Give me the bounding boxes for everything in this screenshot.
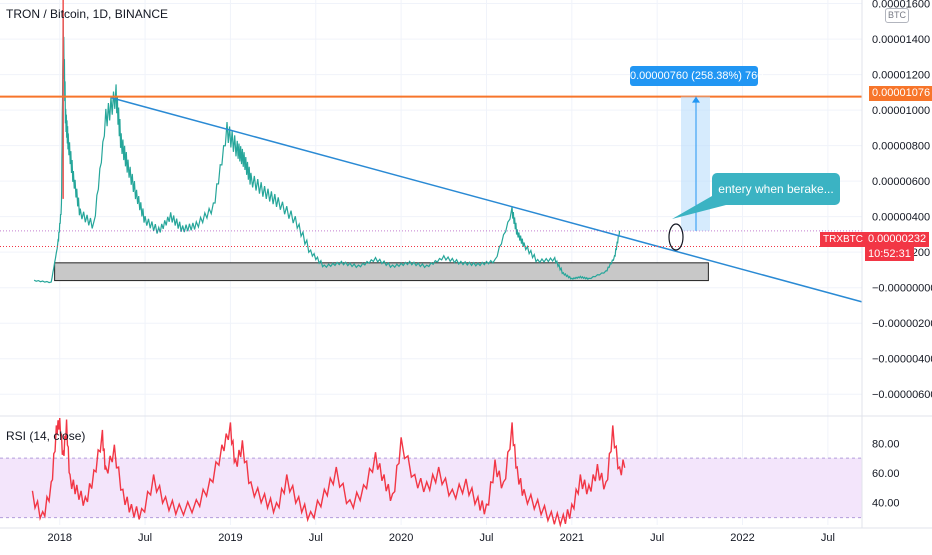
time-axis-label: Jul	[309, 532, 323, 544]
price-axis-label: 0.00001200	[872, 70, 930, 82]
measure-label[interactable]: 0.00000760 (258.38%) 760	[630, 66, 763, 86]
price-axis-label: 0.00000400	[872, 212, 930, 224]
time-axis-label: Jul	[650, 532, 664, 544]
resistance-price-tag: 0.00001076	[869, 86, 932, 101]
chart-title: TRON / Bitcoin, 1D, BINANCE	[6, 7, 169, 21]
time-axis-label: 2022	[730, 532, 754, 544]
time-axis-label: 2018	[48, 532, 72, 544]
time-axis-label: 2021	[560, 532, 584, 544]
symbol-tag: TRXBTC	[820, 232, 866, 247]
rsi-axis-label: 80.00	[872, 438, 900, 450]
rsi-title: RSI (14, close)	[6, 429, 86, 443]
price-axis-label: 0.00001000	[872, 105, 930, 117]
price-axis-label: 0.00000800	[872, 141, 930, 153]
bar-countdown-tag: 10:52:31	[865, 247, 914, 261]
last-price-tag: 0.00000232	[865, 232, 930, 247]
currency-badge[interactable]: BTC	[885, 8, 909, 23]
callout-note[interactable]: entery when berake...	[712, 173, 840, 205]
trendline	[110, 96, 863, 303]
price-axis-label: 0.00000600	[872, 176, 930, 188]
rsi-axis-label: 60.00	[872, 468, 900, 480]
price-axis-label: −0.00000600	[872, 389, 932, 401]
rsi-series	[31, 417, 626, 528]
time-axis-label: Jul	[138, 532, 152, 544]
breakout-ellipse	[668, 223, 684, 251]
rsi-axis-label: 40.00	[872, 498, 900, 510]
time-axis-label: 2019	[218, 532, 242, 544]
time-axis-label: Jul	[479, 532, 493, 544]
rsi-band	[0, 457, 862, 519]
time-axis-label: Jul	[821, 532, 835, 544]
price-series	[33, 0, 621, 284]
price-axis-label: 0.00001600	[872, 0, 930, 11]
rsi-line	[31, 417, 626, 528]
price-axis-label: 0.00001400	[872, 34, 930, 46]
rsi-band-fill	[0, 458, 862, 518]
measure-arrowhead	[692, 96, 700, 103]
time-axis-label: 2020	[389, 532, 413, 544]
price-axis-label: −0.00000200	[872, 318, 932, 330]
price-axis-label: −0.00000400	[872, 354, 932, 366]
price-line	[33, 14, 621, 284]
price-axis-label: −0.00000000	[872, 283, 932, 295]
